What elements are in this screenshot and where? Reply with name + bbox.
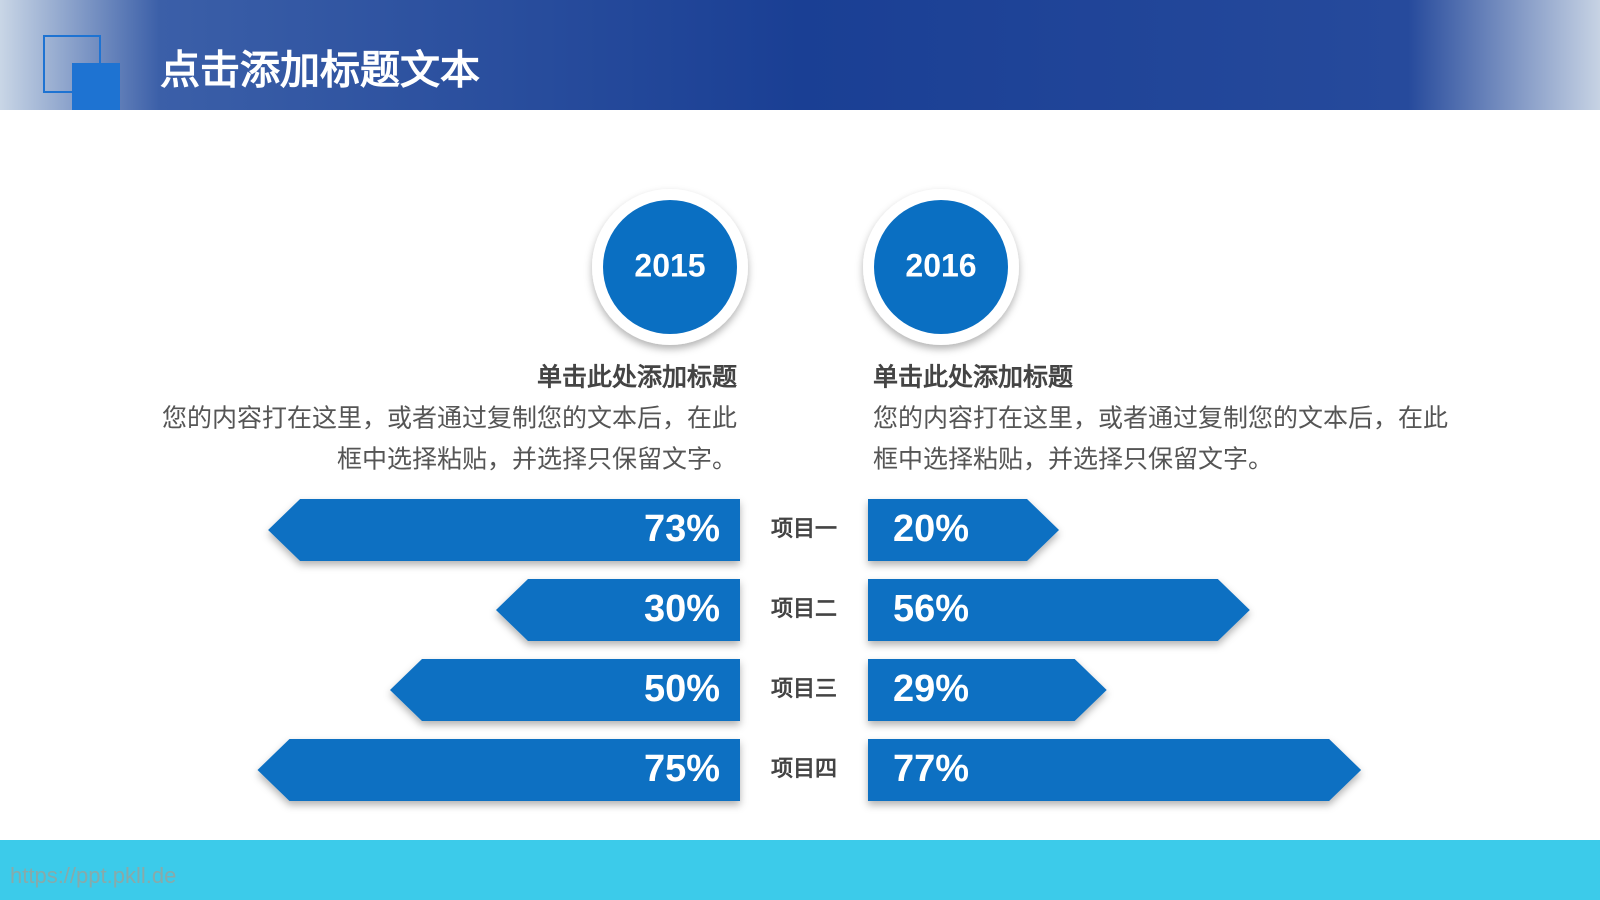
- category-label: 项目二: [771, 596, 837, 621]
- deco-square: [72, 63, 120, 110]
- bar: [390, 659, 740, 721]
- value-label: 77%: [893, 748, 969, 790]
- value-label: 56%: [893, 588, 969, 630]
- slide-title: 点击添加标题文本: [160, 49, 480, 93]
- bar: [868, 659, 1107, 721]
- value-label: 73%: [644, 508, 720, 550]
- value-label: 29%: [893, 668, 969, 710]
- watermark: https://ppt.pkll.de: [10, 863, 176, 888]
- column-heading: 单击此处添加标题: [873, 364, 1073, 392]
- column-text: 您的内容打在这里，或者通过复制您的文本后，在此: [162, 405, 737, 433]
- category-label: 项目一: [771, 516, 837, 541]
- column-heading: 单击此处添加标题: [537, 364, 737, 392]
- bar: [868, 499, 1059, 561]
- bar: [268, 499, 740, 561]
- bar: [868, 739, 1362, 801]
- value-label: 50%: [644, 668, 720, 710]
- category-label: 项目三: [771, 676, 837, 701]
- header-band: [0, 0, 1600, 110]
- year-label: 2016: [905, 247, 976, 283]
- value-label: 20%: [893, 508, 969, 550]
- footer-band: [0, 840, 1600, 900]
- bar: [257, 739, 740, 801]
- year-circle: [874, 200, 1008, 334]
- column-text: 框中选择粘贴，并选择只保留文字。: [337, 446, 737, 474]
- year-circle: [603, 200, 737, 334]
- bar: [868, 579, 1250, 641]
- year-label: 2015: [634, 247, 705, 283]
- column-text: 您的内容打在这里，或者通过复制您的文本后，在此: [873, 405, 1448, 433]
- value-label: 75%: [644, 748, 720, 790]
- column-text: 框中选择粘贴，并选择只保留文字。: [873, 446, 1273, 474]
- category-label: 项目四: [771, 756, 837, 781]
- bar: [496, 579, 740, 641]
- value-label: 30%: [644, 588, 720, 630]
